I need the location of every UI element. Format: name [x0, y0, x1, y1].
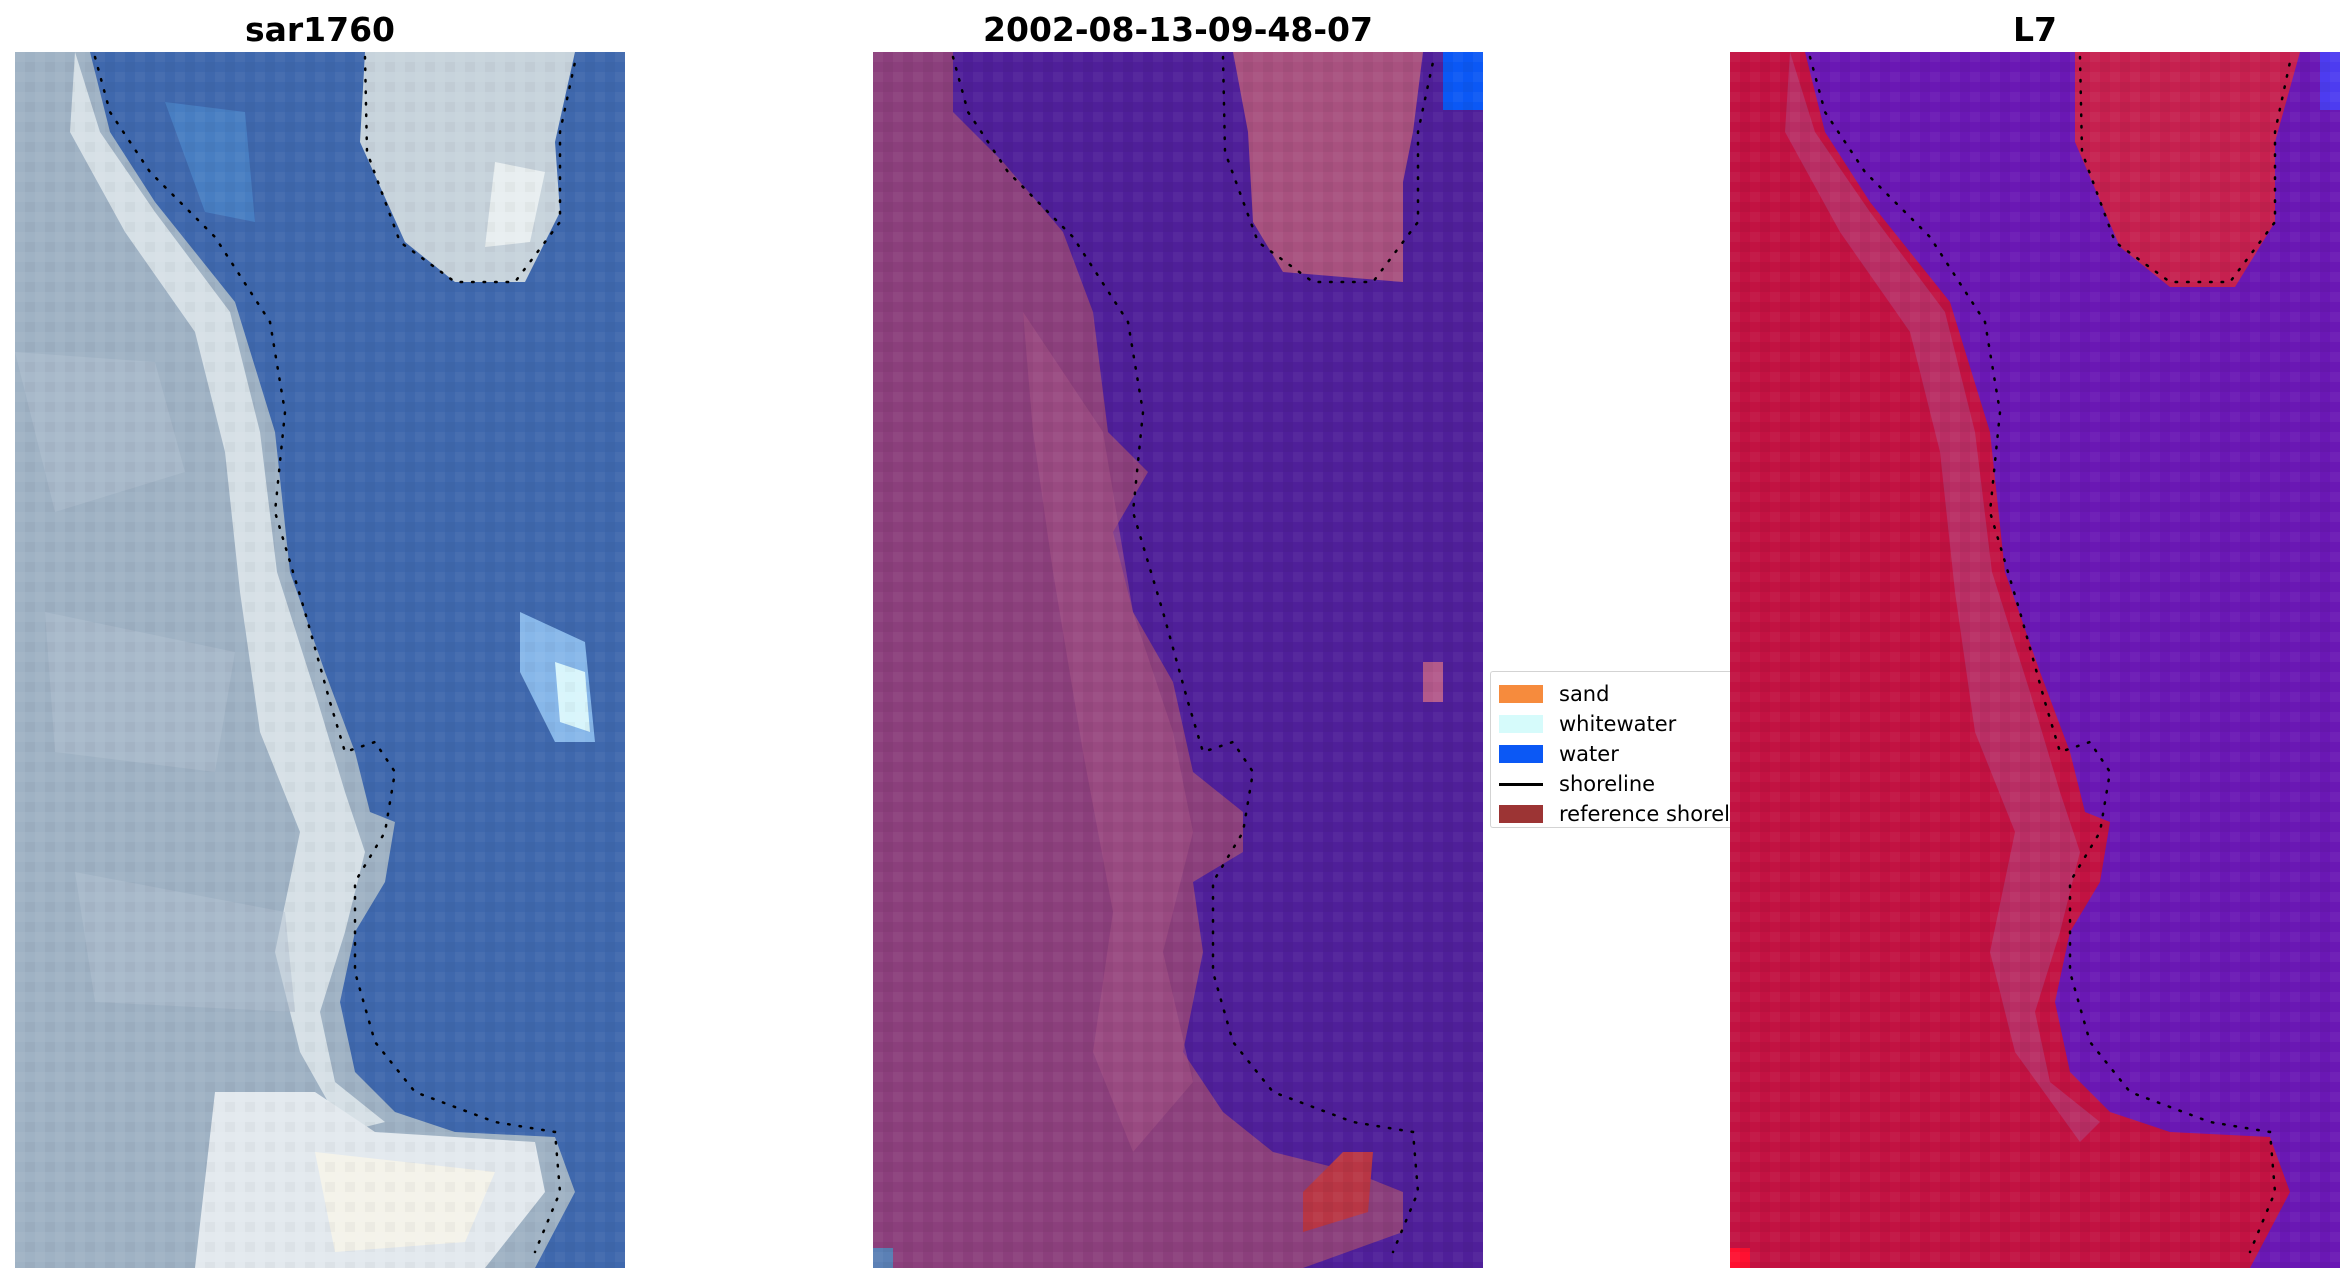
panel-title-sar1760: sar1760 — [244, 10, 396, 49]
panel-title-l7: L7 — [2013, 10, 2057, 49]
legend-swatch-whitewater — [1499, 715, 1543, 733]
shoreline-dots-panel3-north — [2078, 55, 2292, 284]
shoreline-dots-panel2 — [951, 55, 1420, 1254]
legend-label-whitewater: whitewater — [1559, 712, 1677, 736]
shoreline-dots-panel1-north — [363, 55, 577, 284]
legend-label-reference-shoreline: reference shoreline — [1559, 802, 1730, 826]
index-image-panel — [1730, 52, 2340, 1268]
legend-swatch-water — [1499, 745, 1543, 763]
map-legend: sand whitewater water shoreline referenc… — [1490, 671, 1730, 828]
shoreline-dots-panel1 — [93, 55, 562, 1254]
legend-label-sand: sand — [1559, 682, 1610, 706]
panel-title-date: 2002-08-13-09-48-07 — [983, 10, 1373, 49]
legend-swatch-sand — [1499, 685, 1543, 703]
rgb-image-panel — [15, 52, 625, 1268]
shoreline-dots-panel3 — [1808, 55, 2277, 1254]
legend-label-water: water — [1559, 742, 1619, 766]
shoreline-dots-panel2-north — [1221, 55, 1435, 284]
legend-swatch-reference-shoreline — [1499, 805, 1543, 823]
legend-item-sand: sand — [1499, 680, 1609, 708]
legend-item-water: water — [1499, 740, 1619, 768]
legend-label-shoreline: shoreline — [1559, 772, 1656, 796]
legend-item-whitewater: whitewater — [1499, 710, 1676, 738]
legend-item-shoreline: shoreline — [1499, 770, 1655, 798]
legend-item-reference-shoreline: reference shoreline — [1499, 800, 1730, 827]
classified-image-panel — [873, 52, 1483, 1268]
legend-line-shoreline — [1499, 782, 1543, 786]
